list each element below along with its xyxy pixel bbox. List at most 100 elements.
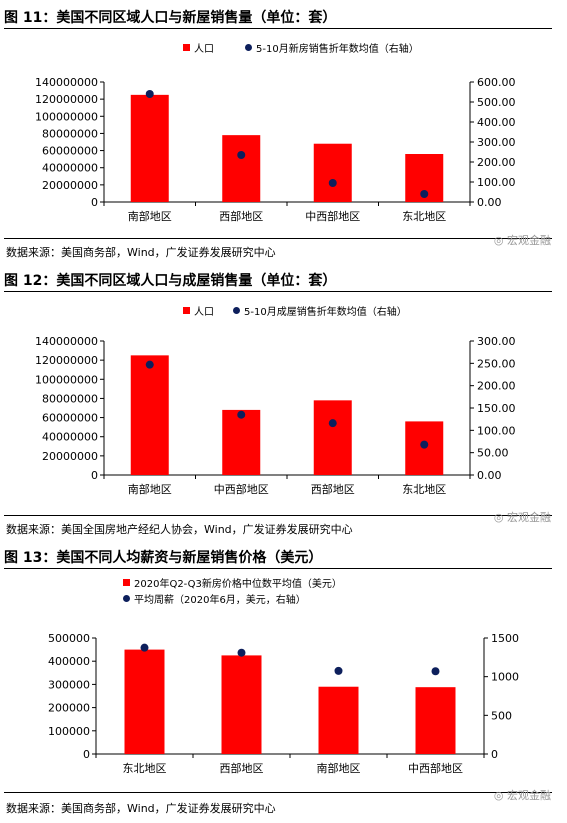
data-point	[420, 440, 429, 449]
y-left-tick-label: 200000	[48, 702, 90, 715]
y-left-tick-label: 140000000	[35, 335, 98, 348]
bar	[130, 94, 169, 202]
x-tick-label: 东北地区	[402, 210, 446, 223]
figure-11-bottom-rule	[4, 238, 552, 239]
x-tick-label: 中西部地区	[305, 209, 360, 223]
bar	[222, 135, 261, 202]
y-right-tick-label: 100.00	[477, 176, 516, 189]
y-left-tick-label: 120000000	[35, 354, 98, 367]
data-point	[237, 648, 246, 657]
data-point	[237, 151, 246, 159]
figure-11-source: 数据来源：美国商务部，Wind，广发证券发展研究中心	[6, 246, 276, 259]
bar	[221, 655, 262, 754]
bar	[415, 687, 456, 754]
figure-11-chart: 0 20000000 40000000 60000000 80000000 1000000…	[35, 42, 516, 223]
legend-label: 平均周薪（2020年6月，美元，右轴）	[134, 593, 306, 606]
x-tick-label: 南部地区	[317, 761, 361, 775]
x-tick-label: 东北地区	[402, 483, 446, 496]
data-point	[334, 666, 343, 675]
data-point	[145, 360, 154, 369]
data-point	[145, 90, 154, 98]
y-left-tick-label: 0	[91, 196, 98, 209]
y-left-tick-label: 120000000	[35, 93, 98, 106]
bar	[313, 400, 352, 475]
data-point	[140, 643, 149, 652]
y-left-tick-label: 20000000	[42, 450, 98, 463]
data-point	[420, 190, 429, 198]
legend-swatch	[123, 579, 130, 586]
figure-11-title: 图 11：美国不同区域人口与新屋销售量（单位：套）	[4, 10, 337, 26]
y-left-tick-label: 140000000	[35, 76, 98, 89]
y-right-tick-label: 250.00	[477, 357, 516, 370]
figure-12-watermark: ◎ 宏观金融	[493, 511, 551, 524]
y-left-tick-label: 100000	[48, 725, 90, 738]
y-right-tick-label: 50.00	[477, 447, 509, 460]
figure-13-rule	[4, 568, 552, 569]
y-right-tick-label: 200.00	[477, 156, 516, 169]
y-left-tick-label: 100000000	[35, 110, 98, 123]
bar	[313, 143, 352, 202]
wechat-icon: ◎	[493, 511, 507, 524]
legend-marker	[123, 595, 130, 602]
wechat-icon: ◎	[493, 789, 507, 802]
figure-12-bottom-rule	[4, 515, 552, 516]
y-right-tick-label: 150.00	[477, 402, 516, 415]
figure-13-source: 数据来源：美国商务部，Wind，广发证券发展研究中心	[6, 802, 276, 815]
legend-marker	[245, 44, 252, 51]
x-tick-label: 西部地区	[311, 482, 355, 496]
data-point	[431, 667, 440, 676]
y-right-tick-label: 1500	[491, 632, 519, 645]
x-tick-label: 中西部地区	[408, 761, 463, 775]
legend-label: 2020年Q2-Q3新房价格中位数平均值（美元）	[134, 577, 342, 590]
bar	[222, 409, 261, 475]
figure-13-watermark: ◎ 宏观金融	[493, 789, 551, 802]
figure-13-bottom-rule	[4, 792, 552, 793]
x-tick-label: 西部地区	[219, 209, 263, 223]
y-left-tick-label: 500000	[48, 632, 90, 645]
bar	[124, 649, 165, 754]
y-right-tick-label: 300.00	[477, 335, 516, 348]
legend-label: 5-10月成屋销售折年数均值（右轴）	[244, 305, 407, 318]
y-right-tick-label: 0.00	[477, 196, 502, 209]
x-tick-label: 中西部地区	[214, 482, 269, 496]
y-right-tick-label: 300.00	[477, 136, 516, 149]
x-tick-label: 东北地区	[123, 762, 167, 775]
y-left-tick-label: 0	[83, 748, 90, 761]
legend-label: 5-10月新房销售折年数均值（右轴）	[256, 42, 419, 55]
figure-12-chart: 0 20000000 40000000 60000000 80000000 1000000…	[35, 305, 516, 496]
y-left-tick-label: 80000000	[42, 127, 98, 140]
y-right-tick-label: 500	[491, 709, 512, 722]
y-left-tick-label: 20000000	[42, 179, 98, 192]
bar	[318, 686, 359, 754]
y-left-tick-label: 100000000	[35, 373, 98, 386]
figure-13-chart: 0 100000 200000 300000 400000 500000 0 500 1000 1…	[48, 577, 519, 775]
y-right-tick-label: 500.00	[477, 96, 516, 109]
legend-swatch	[183, 44, 190, 51]
legend-swatch	[183, 307, 190, 314]
bar	[130, 355, 169, 475]
x-tick-label: 西部地区	[220, 761, 264, 775]
y-right-tick-label: 0	[491, 748, 498, 761]
x-tick-label: 南部地区	[128, 209, 172, 223]
y-left-tick-label: 60000000	[42, 145, 98, 158]
y-right-tick-label: 100.00	[477, 424, 516, 437]
figure-11-watermark: ◎ 宏观金融	[493, 234, 551, 247]
y-left-tick-label: 40000000	[42, 431, 98, 444]
x-tick-label: 南部地区	[128, 482, 172, 496]
y-left-tick-label: 0	[91, 469, 98, 482]
y-left-tick-label: 80000000	[42, 392, 98, 405]
y-left-tick-label: 300000	[48, 678, 90, 691]
y-left-tick-label: 60000000	[42, 412, 98, 425]
wechat-icon: ◎	[493, 234, 507, 247]
data-point	[328, 179, 337, 187]
y-right-tick-label: 1000	[491, 671, 519, 684]
figure-11-rule	[4, 28, 552, 29]
data-point	[328, 419, 337, 428]
figure-13-title: 图 13：美国不同人均薪资与新屋销售价格（美元）	[4, 550, 323, 566]
figure-12-title: 图 12：美国不同区域人口与成屋销售量（单位：套）	[4, 273, 337, 289]
legend-marker	[233, 307, 240, 314]
y-left-tick-label: 40000000	[42, 162, 98, 175]
figure-12-source: 数据来源：美国全国房地产经纪人协会，Wind，广发证券发展研究中心	[6, 523, 353, 536]
figure-12-rule	[4, 291, 552, 292]
y-right-tick-label: 600.00	[477, 76, 516, 89]
